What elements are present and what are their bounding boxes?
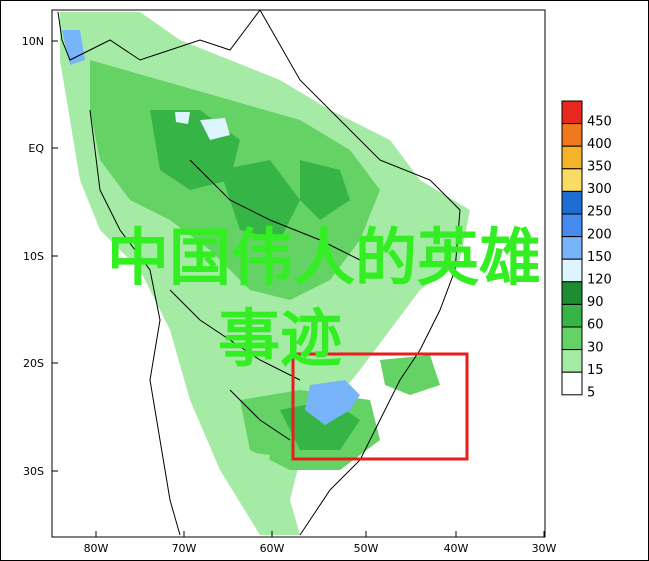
x-axis: 80W 70W 60W 50W 40W 30W (84, 531, 557, 555)
colorbar-swatch (561, 349, 583, 373)
coastline (57, 9, 461, 536)
colorbar-label: 200 (587, 227, 612, 242)
colorbar-label: 60 (587, 318, 604, 333)
y-tick-label: 20S (23, 357, 44, 370)
plot-area (51, 9, 546, 538)
colorbar-swatch (561, 258, 583, 283)
colorbar-label: 15 (587, 363, 604, 378)
colorbar-swatch (561, 371, 583, 396)
x-tick-label: 80W (84, 542, 109, 555)
precip-shading (60, 12, 470, 535)
colorbar-label: 30 (587, 340, 604, 355)
colorbar-label: 90 (587, 295, 604, 310)
colorbar: 450 400 350 300 250 200 150 120 90 60 30 15 5 (561, 100, 612, 401)
colorbar-label: 5 (587, 386, 595, 401)
colorbar-label: 150 (587, 250, 612, 265)
colorbar-label: 400 (587, 137, 612, 152)
y-axis: 10N EQ 10S 20S 30S (22, 35, 58, 478)
colorbar-swatch (561, 123, 583, 147)
colorbar-swatch (561, 213, 583, 238)
colorbar-swatch (561, 303, 583, 328)
x-tick-label: 60W (260, 542, 285, 555)
colorbar-swatch (561, 100, 583, 125)
x-tick-label: 30W (532, 542, 557, 555)
colorbar-label: 250 (587, 205, 612, 220)
colorbar-swatch (561, 326, 583, 351)
x-tick-label: 40W (444, 542, 469, 555)
colorbar-swatch (561, 168, 583, 192)
colorbar-label: 300 (587, 182, 612, 197)
x-tick-label: 50W (354, 542, 379, 555)
y-tick-label: 30S (23, 465, 44, 478)
colorbar-swatch (561, 145, 583, 170)
colorbar-label: 450 (587, 114, 612, 129)
highlight-box (291, 352, 469, 461)
colorbar-swatch (561, 281, 583, 305)
y-tick-label: EQ (28, 142, 44, 155)
y-tick-label: 10S (23, 250, 44, 263)
x-tick-label: 70W (172, 542, 197, 555)
colorbar-swatch (561, 236, 583, 260)
colorbar-label: 120 (587, 273, 612, 288)
colorbar-swatch (561, 190, 583, 215)
overlay-title-line1: 中国伟人的英雄 (107, 221, 541, 294)
colorbar-label: 350 (587, 160, 612, 175)
y-tick-label: 10N (22, 35, 44, 48)
overlay-title-line2: 事迹 (218, 302, 342, 375)
